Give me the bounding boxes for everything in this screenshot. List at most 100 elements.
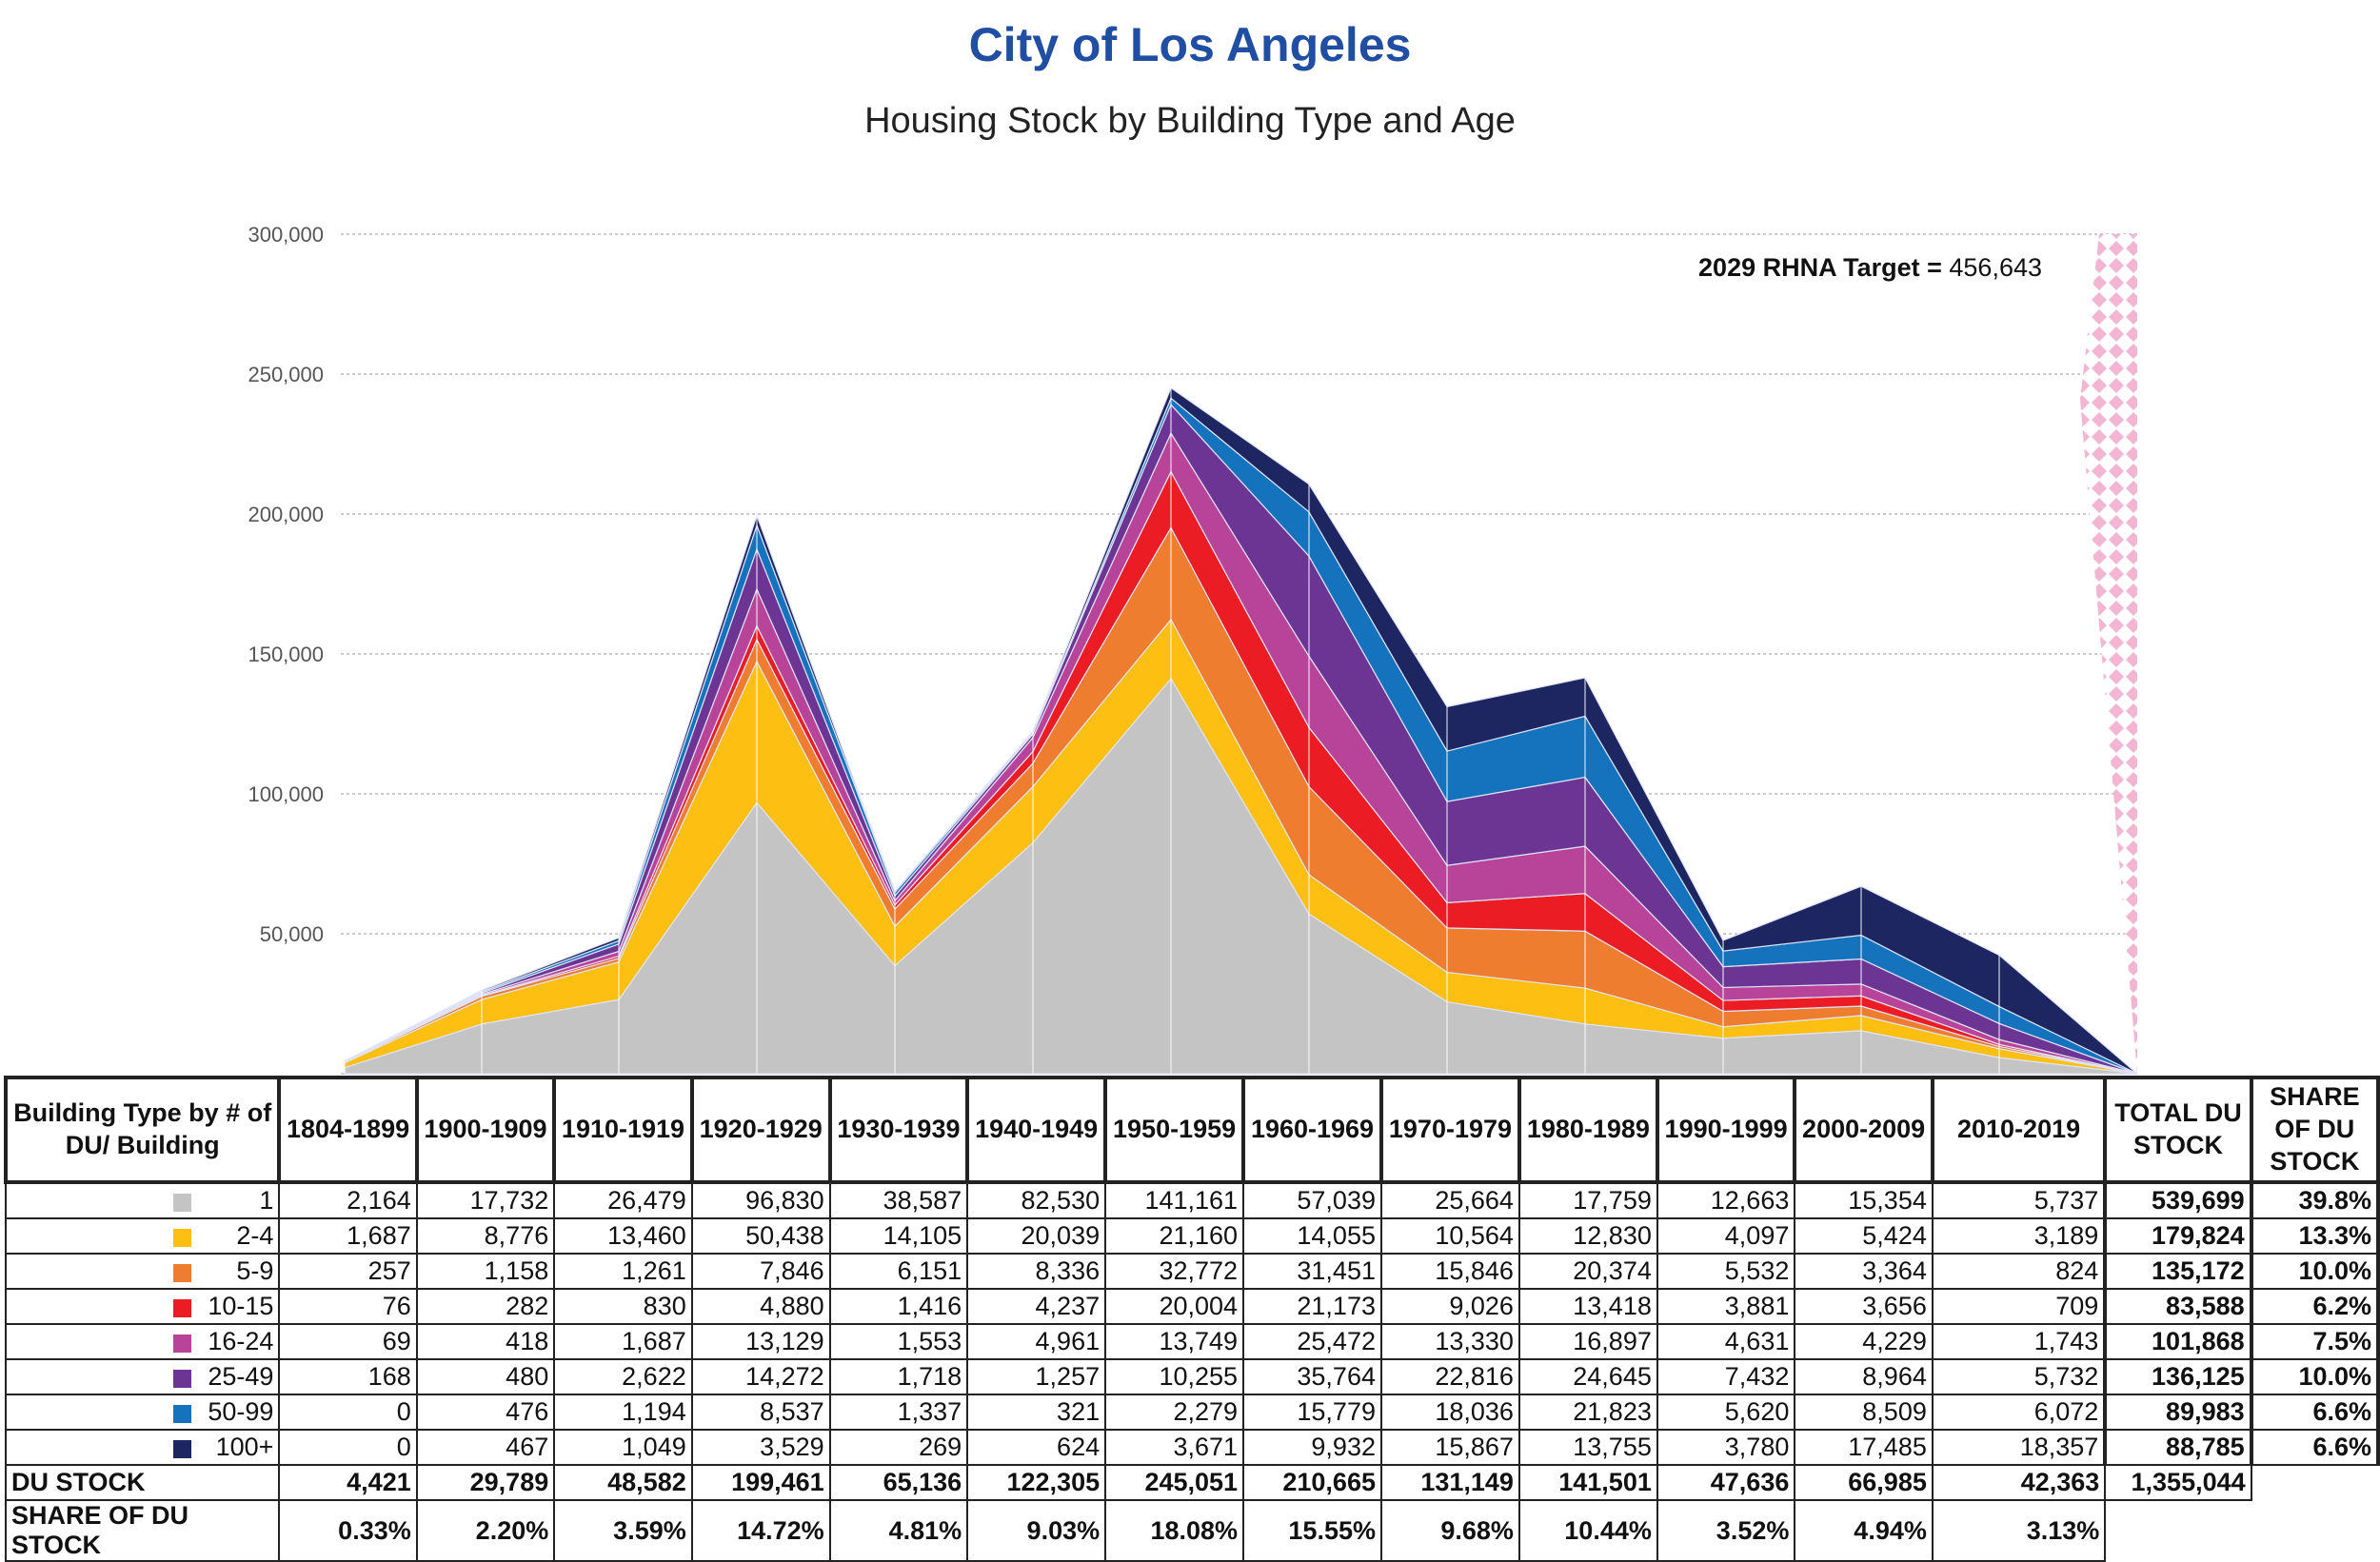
du-stock-cell: 122,305 bbox=[966, 1464, 1107, 1501]
table-cell: 4,961 bbox=[966, 1323, 1107, 1360]
share-cell: 3.13% bbox=[1931, 1499, 2107, 1562]
table-cell: 2,279 bbox=[1104, 1394, 1245, 1431]
du-stock-cell: 210,665 bbox=[1242, 1464, 1382, 1501]
row-share: 6.6% bbox=[2250, 1394, 2380, 1431]
legend-swatch bbox=[173, 1264, 191, 1282]
table-cell: 14,055 bbox=[1242, 1217, 1382, 1255]
row-label-text: 5-9 bbox=[236, 1256, 274, 1285]
du-stock-cell: 48,582 bbox=[553, 1464, 693, 1501]
share-cell: 15.55% bbox=[1242, 1499, 1382, 1562]
row-label-text: 1 bbox=[259, 1186, 274, 1215]
table-cell: 7,846 bbox=[690, 1253, 831, 1290]
table-cell: 467 bbox=[415, 1429, 556, 1466]
du-stock-cell: 66,985 bbox=[1794, 1464, 1934, 1501]
table-cell: 18,036 bbox=[1379, 1394, 1520, 1431]
rhna-value: 456,643 bbox=[1949, 253, 2042, 282]
table-cell: 13,129 bbox=[690, 1323, 831, 1360]
share-row: SHARE OF DU STOCK 0.33% 2.20% 3.59% 14.72% 4.… bbox=[4, 1499, 2378, 1562]
table-cell: 6,072 bbox=[1931, 1394, 2107, 1431]
share-cell: 3.52% bbox=[1656, 1499, 1796, 1562]
table-cell: 3,189 bbox=[1931, 1217, 2107, 1255]
table-cell: 1,337 bbox=[828, 1394, 969, 1431]
row-label: 2-4 bbox=[4, 1217, 281, 1255]
table-cell: 1,687 bbox=[553, 1323, 693, 1360]
table-cell: 35,764 bbox=[1242, 1358, 1382, 1395]
row-share: 39.8% bbox=[2250, 1181, 2380, 1219]
table-cell: 26,479 bbox=[553, 1181, 693, 1219]
du-stock-cell: 245,051 bbox=[1104, 1464, 1245, 1501]
table-cell: 14,272 bbox=[690, 1358, 831, 1395]
table-cell: 5,732 bbox=[1931, 1358, 2107, 1395]
table-cell: 2,622 bbox=[553, 1358, 693, 1395]
table-cell: 69 bbox=[278, 1323, 418, 1360]
table-cell: 830 bbox=[553, 1288, 693, 1325]
table-cell: 6,151 bbox=[828, 1253, 969, 1290]
du-stock-cell: 42,363 bbox=[1931, 1464, 2107, 1501]
table-cell: 5,737 bbox=[1931, 1181, 2107, 1219]
share-cell: 0.33% bbox=[278, 1499, 418, 1562]
share-cell: 10.44% bbox=[1517, 1499, 1658, 1562]
share-cell: 2.20% bbox=[415, 1499, 556, 1562]
table-row: 2-4 1,687 8,776 13,460 50,438 14,105 20,039 21,… bbox=[4, 1217, 2380, 1255]
row-label-text: 10-15 bbox=[208, 1292, 274, 1320]
table-cell: 20,039 bbox=[966, 1217, 1107, 1255]
table-cell: 1,743 bbox=[1931, 1323, 2107, 1360]
table-cell: 282 bbox=[415, 1288, 556, 1325]
table-cell: 18,357 bbox=[1931, 1429, 2107, 1466]
table-cell: 57,039 bbox=[1242, 1181, 1382, 1219]
row-label-text: 25-49 bbox=[208, 1362, 274, 1391]
y-tick-label: 300,000 bbox=[248, 223, 324, 247]
table-row: 10-15 76 282 830 4,880 1,416 4,237 20,004 21,173… bbox=[4, 1288, 2380, 1325]
table-cell: 3,881 bbox=[1656, 1288, 1796, 1325]
du-stock-cell: 141,501 bbox=[1517, 1464, 1658, 1501]
table-cell: 17,759 bbox=[1517, 1181, 1658, 1219]
table-cell: 8,776 bbox=[415, 1217, 556, 1255]
table-row: 50-99 0 476 1,194 8,537 1,337 321 2,279 15,779 18… bbox=[4, 1394, 2380, 1431]
data-table: Building Type by # of DU/ Building 1804-… bbox=[3, 1076, 2380, 1562]
col-header: 1990-1999 bbox=[1655, 1076, 1797, 1184]
table-cell: 2,164 bbox=[278, 1181, 418, 1219]
row-total: 539,699 bbox=[2103, 1181, 2253, 1219]
table-cell: 14,105 bbox=[828, 1217, 969, 1255]
table-cell: 1,194 bbox=[553, 1394, 693, 1431]
table-cell: 13,749 bbox=[1104, 1323, 1245, 1360]
table-cell: 12,830 bbox=[1517, 1217, 1658, 1255]
table-row: 25-49 168 480 2,622 14,272 1,718 1,257 10,255 35… bbox=[4, 1358, 2380, 1395]
row-share: 13.3% bbox=[2250, 1217, 2380, 1255]
table-cell: 1,049 bbox=[553, 1429, 693, 1466]
y-axis-ticks: 50,000 100,000 150,000 200,000 250,000 300,00… bbox=[248, 223, 324, 946]
row-label-text: 100+ bbox=[215, 1433, 274, 1461]
table-row: 16-24 69 418 1,687 13,129 1,553 4,961 13,749 25,… bbox=[4, 1323, 2380, 1360]
chart-subtitle: Housing Stock by Building Type and Age bbox=[864, 101, 1516, 141]
table-cell: 1,718 bbox=[828, 1358, 969, 1395]
table-cell: 32,772 bbox=[1104, 1253, 1245, 1290]
col-header: 1970-1979 bbox=[1378, 1076, 1521, 1184]
col-header: 1930-1939 bbox=[827, 1076, 970, 1184]
row-label: 5-9 bbox=[4, 1253, 281, 1290]
table-cell: 5,620 bbox=[1656, 1394, 1796, 1431]
table-cell: 17,732 bbox=[415, 1181, 556, 1219]
share-header: SHARE OF DU STOCK bbox=[2249, 1076, 2380, 1184]
legend-swatch bbox=[173, 1335, 191, 1353]
table-cell: 476 bbox=[415, 1394, 556, 1431]
du-stock-cell: 65,136 bbox=[828, 1464, 969, 1501]
table-cell: 1,687 bbox=[278, 1217, 418, 1255]
row-label-text: 50-99 bbox=[208, 1397, 274, 1426]
y-tick-label: 200,000 bbox=[248, 503, 324, 526]
table-cell: 10,564 bbox=[1379, 1217, 1520, 1255]
table-cell: 15,846 bbox=[1379, 1253, 1520, 1290]
rhna-target-area bbox=[2080, 234, 2137, 1074]
table-cell: 624 bbox=[966, 1429, 1107, 1466]
table-cell: 3,780 bbox=[1656, 1429, 1796, 1466]
row-total: 135,172 bbox=[2103, 1253, 2253, 1290]
share-cell: 9.03% bbox=[966, 1499, 1107, 1562]
table-cell: 12,663 bbox=[1656, 1181, 1796, 1219]
table-cell: 3,671 bbox=[1104, 1429, 1245, 1466]
table-cell: 13,330 bbox=[1379, 1323, 1520, 1360]
du-stock-cell: 29,789 bbox=[415, 1464, 556, 1501]
table-cell: 7,432 bbox=[1656, 1358, 1796, 1395]
row-share: 10.0% bbox=[2250, 1358, 2380, 1395]
table-cell: 24,645 bbox=[1517, 1358, 1658, 1395]
share-cell: 4.81% bbox=[828, 1499, 969, 1562]
table-row: 100+ 0 467 1,049 3,529 269 624 3,671 9,932 15,867… bbox=[4, 1429, 2380, 1466]
